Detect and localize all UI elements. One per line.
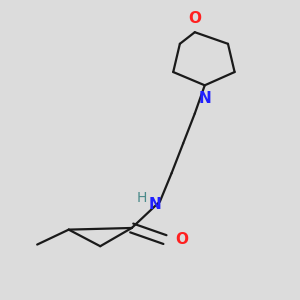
Text: H: H [136,191,147,205]
Text: O: O [175,232,188,247]
Text: N: N [198,91,211,106]
Text: N: N [148,196,161,211]
Text: O: O [188,11,201,26]
